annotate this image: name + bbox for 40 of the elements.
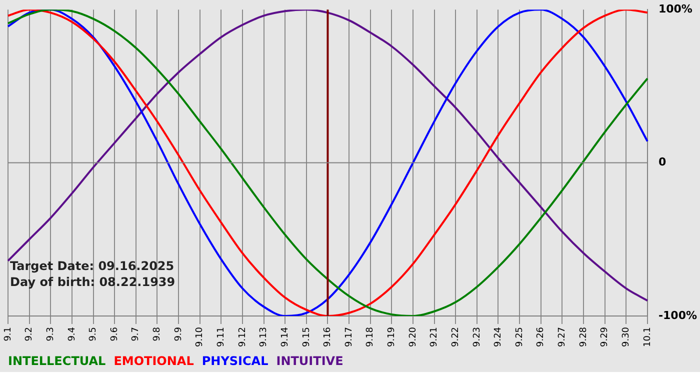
x-tick-label: 9.20 bbox=[408, 326, 418, 348]
x-tick-label: 10.1 bbox=[642, 326, 653, 348]
annotation: Day of birth: 08.22.1939 bbox=[10, 274, 176, 289]
x-tick-label: 9.19 bbox=[387, 326, 398, 348]
x-tick-label: 9.10 bbox=[195, 326, 206, 348]
x-tick-label: 9.26 bbox=[536, 326, 546, 348]
text: INTUITIVE bbox=[276, 354, 344, 368]
x-tick-label: 9.21 bbox=[430, 326, 440, 348]
x-tick-label: 9.2 bbox=[24, 326, 35, 342]
x-tick-label: 9.4 bbox=[67, 326, 78, 342]
x-tick-label: 9.8 bbox=[152, 326, 163, 342]
x-tick-label: 9.11 bbox=[216, 326, 226, 348]
text: INTELLECTUAL bbox=[8, 354, 106, 368]
annotation: Target Date: 09.16.2025 bbox=[10, 258, 174, 273]
x-tick-label: 9.16 bbox=[323, 326, 334, 348]
x-tick-label: 9.24 bbox=[494, 326, 504, 348]
x-tick-label: 9.28 bbox=[578, 326, 589, 348]
x-tick-label: 9.9 bbox=[174, 326, 184, 342]
text: EMOTIONAL bbox=[114, 354, 194, 368]
x-tick-label: 9.29 bbox=[600, 326, 610, 348]
x-tick-label: 9.12 bbox=[238, 326, 248, 348]
x-tick-label: 9.6 bbox=[110, 326, 120, 342]
x-tick-label: 9.3 bbox=[46, 326, 56, 342]
x-tick-label: 9.25 bbox=[514, 326, 525, 348]
x-tick-label: 9.1 bbox=[3, 326, 14, 342]
x-tick-label: 9.15 bbox=[302, 326, 312, 348]
x-tick-label: 9.27 bbox=[558, 326, 568, 348]
x-tick-label: 9.13 bbox=[259, 326, 270, 348]
y-tick-label: 0 bbox=[658, 156, 666, 169]
x-tick-label: 9.5 bbox=[88, 326, 99, 342]
x-tick-label: 9.7 bbox=[131, 326, 142, 342]
text: PHYSICAL bbox=[202, 354, 268, 368]
x-tick-label: 9.14 bbox=[280, 326, 290, 348]
y-tick-label: 100% bbox=[658, 2, 692, 16]
x-tick-label: 9.30 bbox=[621, 326, 632, 348]
x-tick-label: 9.22 bbox=[450, 326, 461, 348]
y-tick-label: -100% bbox=[658, 308, 698, 322]
x-tick-label: 9.18 bbox=[366, 326, 376, 348]
x-tick-label: 9.17 bbox=[344, 326, 354, 348]
x-tick-label: 9.23 bbox=[472, 326, 482, 348]
